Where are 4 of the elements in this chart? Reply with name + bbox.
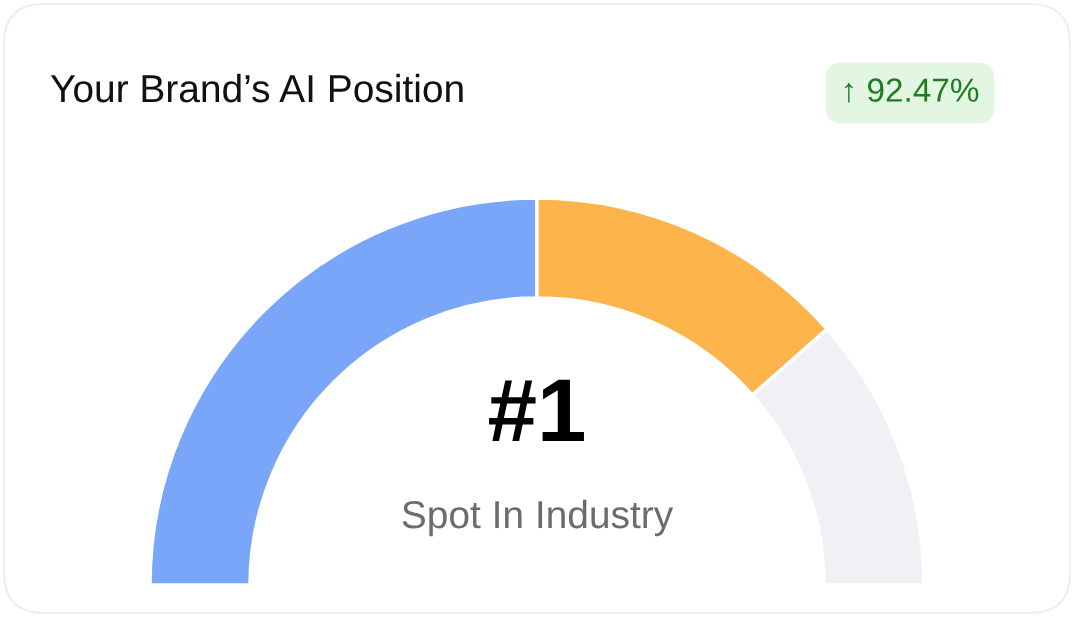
chart-title: Your Brand’s AI Position [50,73,463,103]
text: ↑ 92.47% [844,78,979,103]
text: #1 [489,379,584,441]
text: Spot In Industry [402,499,674,537]
